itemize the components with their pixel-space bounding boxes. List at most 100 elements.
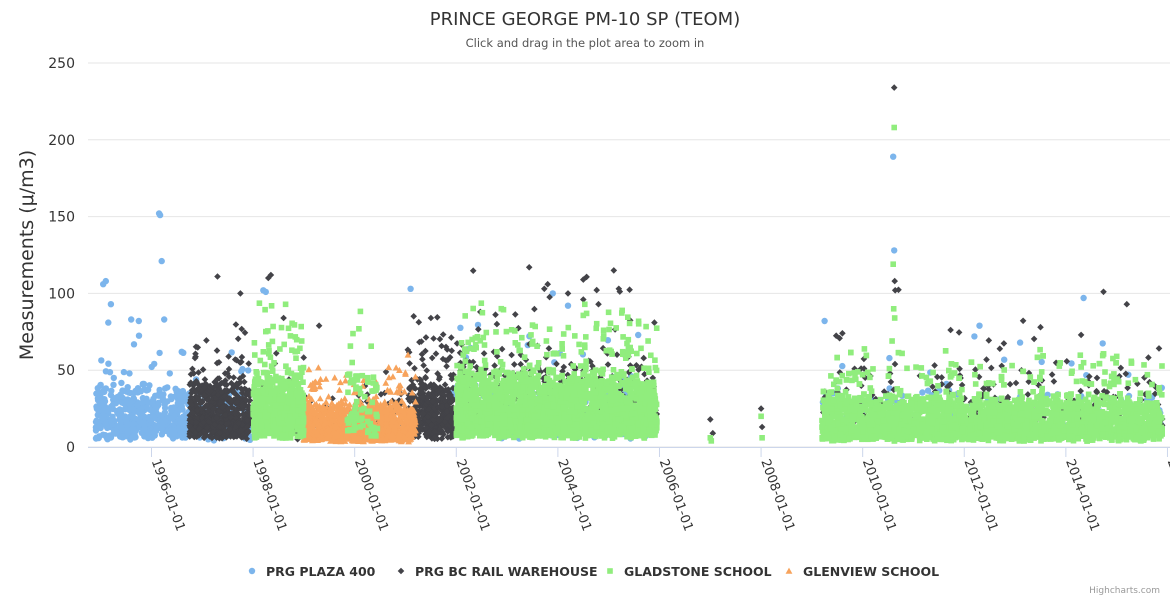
point-circle[interactable]: [139, 399, 146, 406]
point-circle[interactable]: [174, 400, 181, 407]
point-circle[interactable]: [124, 421, 131, 429]
point-circle[interactable]: [167, 427, 174, 434]
point-circle[interactable]: [143, 404, 150, 411]
point-circle[interactable]: [118, 379, 125, 387]
point-circle[interactable]: [145, 429, 153, 436]
point-circle-peak[interactable]: [891, 247, 898, 254]
point-circle[interactable]: [120, 368, 128, 376]
point-circle[interactable]: [115, 411, 123, 418]
point-diamond[interactable]: [225, 388, 232, 395]
point-circle-peak[interactable]: [821, 317, 828, 325]
point-circle[interactable]: [124, 384, 131, 391]
point-circle[interactable]: [124, 429, 131, 437]
point-circle[interactable]: [162, 385, 169, 392]
point-circle[interactable]: [130, 341, 138, 348]
point-circle[interactable]: [116, 406, 124, 413]
point-circle[interactable]: [92, 427, 100, 434]
point-circle-peak[interactable]: [262, 288, 269, 296]
point-circle[interactable]: [102, 368, 110, 375]
point-circle[interactable]: [151, 360, 158, 368]
point-circle[interactable]: [166, 370, 173, 377]
point-circle[interactable]: [239, 365, 246, 373]
point-circle[interactable]: [149, 413, 157, 421]
point-circle[interactable]: [169, 415, 176, 422]
point-circle[interactable]: [118, 433, 125, 440]
point-circle[interactable]: [96, 422, 103, 430]
point-circle[interactable]: [118, 424, 125, 431]
point-circle[interactable]: [168, 433, 176, 440]
point-circle[interactable]: [474, 321, 482, 329]
point-square[interactable]: [251, 340, 258, 346]
point-circle-peak[interactable]: [161, 316, 168, 323]
point-square[interactable]: [293, 355, 299, 361]
point-circle[interactable]: [98, 357, 105, 364]
point-circle[interactable]: [172, 385, 179, 392]
point-square[interactable]: [282, 301, 289, 308]
point-diamond[interactable]: [188, 389, 195, 397]
plot-area[interactable]: [88, 63, 1170, 447]
point-circle-peak[interactable]: [105, 319, 112, 326]
point-circle-peak[interactable]: [1016, 339, 1024, 346]
point-circle-peak[interactable]: [1080, 294, 1087, 302]
point-circle[interactable]: [156, 349, 163, 357]
point-circle[interactable]: [158, 431, 166, 438]
point-circle[interactable]: [1001, 356, 1008, 363]
point-circle-peak[interactable]: [976, 322, 983, 329]
point-square[interactable]: [298, 323, 304, 330]
point-diamond[interactable]: [213, 347, 221, 354]
point-circle[interactable]: [94, 395, 102, 402]
point-square[interactable]: [252, 352, 258, 358]
point-circle-peak[interactable]: [135, 317, 142, 325]
point-circle-peak[interactable]: [107, 301, 115, 308]
point-circle[interactable]: [99, 399, 106, 407]
point-circle[interactable]: [101, 406, 108, 413]
point-circle[interactable]: [154, 402, 162, 409]
point-circle[interactable]: [134, 401, 141, 409]
point-circle[interactable]: [103, 423, 111, 430]
point-diamond[interactable]: [201, 376, 209, 383]
point-square[interactable]: [270, 323, 276, 330]
point-circle[interactable]: [135, 332, 143, 339]
point-square[interactable]: [287, 333, 294, 339]
point-circle[interactable]: [167, 393, 175, 400]
point-circle[interactable]: [109, 401, 117, 408]
point-square[interactable]: [298, 338, 305, 344]
point-circle-peak[interactable]: [128, 316, 135, 323]
point-circle[interactable]: [92, 435, 100, 442]
point-circle[interactable]: [173, 433, 180, 440]
point-square[interactable]: [269, 338, 276, 345]
point-circle[interactable]: [93, 405, 101, 412]
point-diamond[interactable]: [232, 321, 240, 328]
point-circle[interactable]: [839, 362, 846, 370]
point-circle-peak[interactable]: [158, 257, 165, 265]
point-circle[interactable]: [121, 406, 129, 413]
point-square[interactable]: [265, 328, 271, 334]
point-circle[interactable]: [175, 392, 183, 399]
point-circle[interactable]: [97, 381, 104, 389]
point-circle[interactable]: [149, 434, 156, 441]
point-circle[interactable]: [635, 331, 642, 339]
point-circle[interactable]: [140, 380, 148, 388]
point-circle-peak[interactable]: [890, 153, 897, 160]
point-circle[interactable]: [134, 385, 142, 392]
point-circle[interactable]: [919, 389, 926, 396]
point-circle[interactable]: [99, 415, 106, 422]
point-square[interactable]: [292, 381, 299, 388]
point-circle[interactable]: [141, 425, 148, 433]
point-circle[interactable]: [143, 395, 150, 402]
point-circle[interactable]: [117, 418, 124, 425]
point-circle[interactable]: [105, 360, 112, 367]
point-circle[interactable]: [228, 349, 235, 356]
point-circle[interactable]: [161, 418, 169, 425]
point-circle[interactable]: [180, 429, 187, 436]
point-circle-peak[interactable]: [407, 285, 414, 292]
point-circle[interactable]: [180, 349, 187, 356]
point-square[interactable]: [281, 341, 287, 348]
point-diamond[interactable]: [243, 435, 250, 443]
point-circle[interactable]: [1099, 340, 1106, 347]
point-circle[interactable]: [150, 395, 157, 403]
point-circle[interactable]: [110, 381, 117, 388]
point-circle[interactable]: [125, 389, 132, 396]
point-diamond[interactable]: [238, 325, 245, 333]
